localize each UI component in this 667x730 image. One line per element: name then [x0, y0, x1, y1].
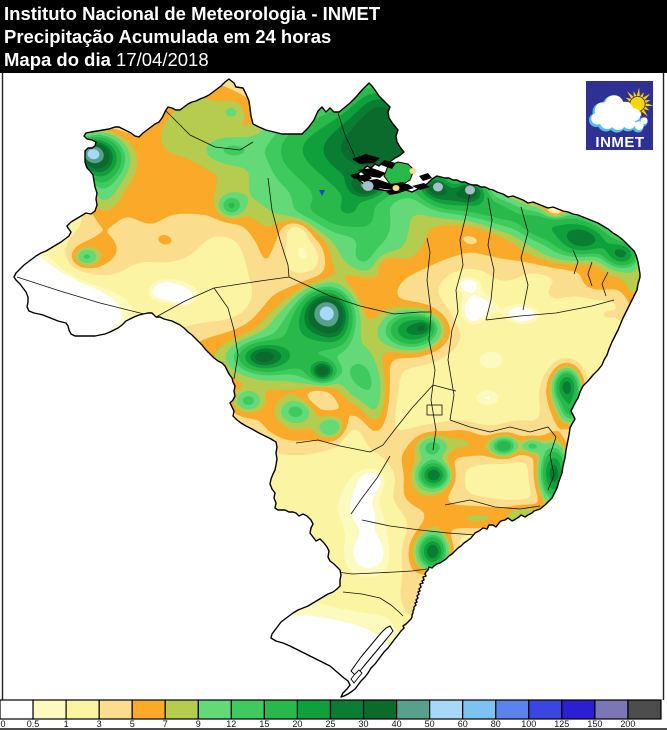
svg-text:200: 200 — [620, 719, 635, 729]
svg-text:INMET: INMET — [595, 134, 644, 151]
svg-text:125: 125 — [554, 719, 569, 729]
svg-text:30: 30 — [358, 719, 368, 729]
svg-text:25: 25 — [325, 719, 335, 729]
svg-text:7: 7 — [163, 719, 168, 729]
svg-text:0: 0 — [1, 719, 6, 729]
svg-text:60: 60 — [458, 719, 468, 729]
svg-text:40: 40 — [392, 719, 402, 729]
svg-text:150: 150 — [587, 719, 602, 729]
svg-text:50: 50 — [425, 719, 435, 729]
svg-text:15: 15 — [259, 719, 269, 729]
svg-text:0.5: 0.5 — [27, 719, 40, 729]
svg-text:9: 9 — [196, 719, 201, 729]
svg-text:100: 100 — [521, 719, 536, 729]
svg-text:12: 12 — [226, 719, 236, 729]
svg-text:3: 3 — [97, 719, 102, 729]
svg-text:80: 80 — [491, 719, 501, 729]
svg-text:20: 20 — [292, 719, 302, 729]
svg-text:5: 5 — [130, 719, 135, 729]
svg-text:1: 1 — [64, 719, 69, 729]
